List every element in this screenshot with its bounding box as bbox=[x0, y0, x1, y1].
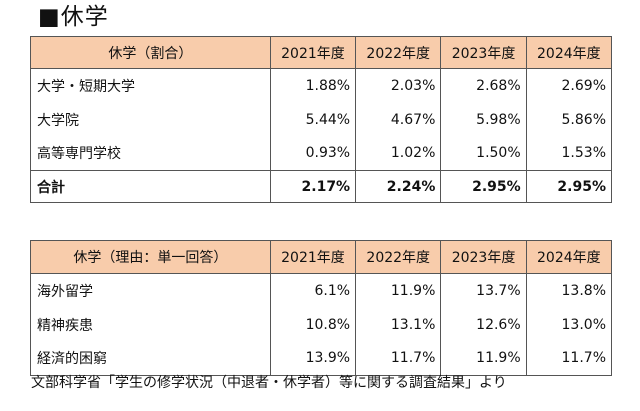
column-header: 2023年度 bbox=[440, 36, 527, 69]
table-cell: 13.7% bbox=[440, 273, 527, 308]
row-label: 経済的困窮 bbox=[30, 341, 271, 376]
table-cell: 11.7% bbox=[355, 341, 442, 376]
source-note: 文部科学省「学生の修学状況（中退者・休学者）等に関する調査結果」より bbox=[31, 375, 507, 391]
total-row: 合計 2.17% 2.24% 2.95% 2.95% bbox=[30, 170, 613, 203]
table-cell: 1.02% bbox=[355, 136, 442, 171]
table-row: 高等専門学校 0.93% 1.02% 1.50% 1.53% bbox=[30, 136, 613, 171]
table-cell: 12.6% bbox=[440, 307, 527, 342]
column-header: 2022年度 bbox=[355, 240, 442, 274]
table-cell: 2.24% bbox=[355, 170, 442, 203]
table-header-row: 休学（割合） 2021年度 2022年度 2023年度 2024年度 bbox=[30, 36, 613, 69]
table-cell: 5.44% bbox=[269, 102, 357, 137]
table-cell: 2.69% bbox=[525, 68, 613, 103]
table-cell: 11.9% bbox=[355, 273, 442, 308]
row-label: 高等専門学校 bbox=[30, 136, 271, 171]
table-cell: 2.03% bbox=[355, 68, 442, 103]
column-header: 2024年度 bbox=[525, 36, 613, 69]
table-cell: 5.86% bbox=[525, 102, 613, 137]
column-header: 2021年度 bbox=[269, 240, 357, 274]
table-cell: 13.8% bbox=[525, 273, 613, 308]
table-cell: 2.68% bbox=[440, 68, 527, 103]
table-cell: 4.67% bbox=[355, 102, 442, 137]
table-cell: 10.8% bbox=[269, 307, 357, 342]
table-row: 経済的困窮 13.9% 11.7% 11.9% 11.7% bbox=[30, 341, 613, 376]
table-cell: 0.93% bbox=[269, 136, 357, 171]
table-cell: 13.9% bbox=[269, 341, 357, 376]
table-cell: 13.1% bbox=[355, 307, 442, 342]
leave-reason-table: 休学（理由：単一回答） 2021年度 2022年度 2023年度 2024年度 … bbox=[30, 240, 613, 376]
column-header: 2021年度 bbox=[269, 36, 357, 69]
table-cell: 1.53% bbox=[525, 136, 613, 171]
column-header: 休学（割合） bbox=[30, 36, 271, 69]
table-header-row: 休学（理由：単一回答） 2021年度 2022年度 2023年度 2024年度 bbox=[30, 240, 613, 274]
column-header: 休学（理由：単一回答） bbox=[30, 240, 271, 274]
leave-rate-table: 休学（割合） 2021年度 2022年度 2023年度 2024年度 大学・短期… bbox=[30, 36, 613, 203]
table-cell: 5.98% bbox=[440, 102, 527, 137]
table-cell: 1.88% bbox=[269, 68, 357, 103]
table-row: 精神疾患 10.8% 13.1% 12.6% 13.0% bbox=[30, 307, 613, 342]
table-cell: 13.0% bbox=[525, 307, 613, 342]
row-label: 精神疾患 bbox=[30, 307, 271, 342]
column-header: 2022年度 bbox=[355, 36, 442, 69]
table-cell: 2.95% bbox=[525, 170, 613, 203]
row-label: 大学院 bbox=[30, 102, 271, 137]
table-row: 大学院 5.44% 4.67% 5.98% 5.86% bbox=[30, 102, 613, 137]
table-cell: 11.7% bbox=[525, 341, 613, 376]
row-label: 合計 bbox=[30, 170, 271, 203]
table-row: 海外留学 6.1% 11.9% 13.7% 13.8% bbox=[30, 273, 613, 308]
table-cell: 2.95% bbox=[440, 170, 527, 203]
row-label: 海外留学 bbox=[30, 273, 271, 308]
table-cell: 11.9% bbox=[440, 341, 527, 376]
table-cell: 2.17% bbox=[269, 170, 357, 203]
column-header: 2024年度 bbox=[525, 240, 613, 274]
table-cell: 6.1% bbox=[269, 273, 357, 308]
column-header: 2023年度 bbox=[440, 240, 527, 274]
page-title: ■休学 bbox=[38, 4, 109, 30]
table-cell: 1.50% bbox=[440, 136, 527, 171]
table-row: 大学・短期大学 1.88% 2.03% 2.68% 2.69% bbox=[30, 68, 613, 103]
row-label: 大学・短期大学 bbox=[30, 68, 271, 103]
